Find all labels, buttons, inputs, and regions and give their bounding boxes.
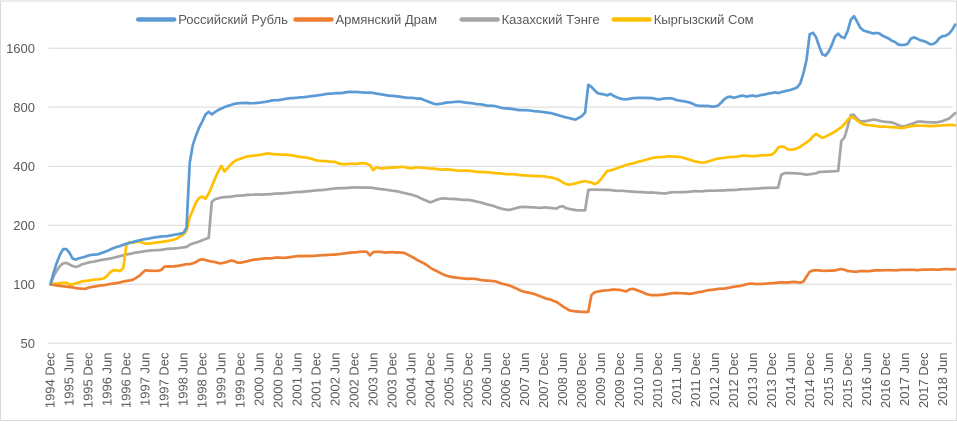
svg-text:2014 Jun: 2014 Jun — [783, 353, 798, 407]
svg-text:1994 Dec: 1994 Dec — [43, 352, 58, 408]
svg-text:2002 Dec: 2002 Dec — [346, 352, 361, 408]
svg-text:2012 Jun: 2012 Jun — [707, 353, 722, 407]
svg-text:2004 Jun: 2004 Jun — [403, 353, 418, 407]
svg-text:1999 Dec: 1999 Dec — [233, 352, 248, 408]
svg-text:2001 Dec: 2001 Dec — [308, 352, 323, 408]
svg-text:2011 Jun: 2011 Jun — [669, 353, 684, 406]
svg-text:200: 200 — [13, 218, 35, 233]
svg-text:1995 Dec: 1995 Dec — [81, 352, 96, 408]
svg-text:1997 Dec: 1997 Dec — [157, 352, 172, 408]
svg-text:100: 100 — [13, 277, 35, 292]
svg-text:Армянский Драм: Армянский Драм — [336, 12, 438, 27]
svg-text:2013 Dec: 2013 Dec — [764, 352, 779, 408]
svg-text:2003 Dec: 2003 Dec — [384, 352, 399, 408]
svg-text:2009 Jun: 2009 Jun — [593, 353, 608, 407]
svg-text:2016 Jun: 2016 Jun — [859, 353, 874, 407]
svg-text:2009 Dec: 2009 Dec — [612, 352, 627, 408]
svg-text:2000 Jun: 2000 Jun — [252, 353, 267, 407]
svg-text:2001 Jun: 2001 Jun — [289, 353, 304, 407]
svg-text:Российский Рубль: Российский Рубль — [178, 12, 288, 27]
svg-text:2015 Jun: 2015 Jun — [821, 353, 836, 407]
svg-text:1600: 1600 — [6, 41, 35, 56]
svg-text:2017 Jun: 2017 Jun — [897, 353, 912, 407]
svg-text:2010 Jun: 2010 Jun — [631, 353, 646, 407]
svg-text:2008 Jun: 2008 Jun — [555, 353, 570, 407]
svg-text:400: 400 — [13, 159, 35, 174]
svg-text:2005 Dec: 2005 Dec — [460, 352, 475, 408]
svg-text:2006 Dec: 2006 Dec — [498, 352, 513, 408]
svg-text:2010 Dec: 2010 Dec — [650, 352, 665, 408]
svg-text:2014 Dec: 2014 Dec — [802, 352, 817, 408]
svg-text:2015 Dec: 2015 Dec — [840, 352, 855, 408]
svg-text:Кыргызский Сом: Кыргызский Сом — [654, 12, 754, 27]
svg-text:2005 Jun: 2005 Jun — [441, 353, 456, 407]
svg-text:2012 Dec: 2012 Dec — [726, 352, 741, 408]
svg-text:2002 Jun: 2002 Jun — [327, 353, 342, 407]
svg-text:1999 Jun: 1999 Jun — [214, 353, 229, 407]
svg-text:2017 Dec: 2017 Dec — [916, 352, 931, 408]
svg-text:2016 Dec: 2016 Dec — [878, 352, 893, 408]
svg-text:2013 Jun: 2013 Jun — [745, 353, 760, 407]
svg-text:2008 Dec: 2008 Dec — [574, 352, 589, 408]
svg-text:2011 Dec: 2011 Dec — [688, 352, 703, 407]
svg-text:2007 Jun: 2007 Jun — [517, 353, 532, 407]
svg-text:2018 Jun: 2018 Jun — [935, 353, 950, 407]
svg-text:50: 50 — [21, 336, 35, 351]
svg-text:1997 Jun: 1997 Jun — [138, 353, 153, 407]
svg-text:1996 Jun: 1996 Jun — [100, 353, 115, 407]
svg-text:800: 800 — [13, 100, 35, 115]
svg-text:2004 Dec: 2004 Dec — [422, 352, 437, 408]
svg-text:2003 Jun: 2003 Jun — [365, 353, 380, 407]
svg-text:2006 Jun: 2006 Jun — [479, 353, 494, 407]
svg-text:1996 Dec: 1996 Dec — [119, 352, 134, 408]
svg-text:1995 Jun: 1995 Jun — [62, 353, 77, 407]
svg-text:2007 Dec: 2007 Dec — [536, 352, 551, 408]
svg-text:1998 Jun: 1998 Jun — [176, 353, 191, 407]
svg-text:Казахский Тэнге: Казахский Тэнге — [502, 12, 600, 27]
svg-text:2000 Dec: 2000 Dec — [271, 352, 286, 408]
svg-text:1998 Dec: 1998 Dec — [195, 352, 210, 408]
